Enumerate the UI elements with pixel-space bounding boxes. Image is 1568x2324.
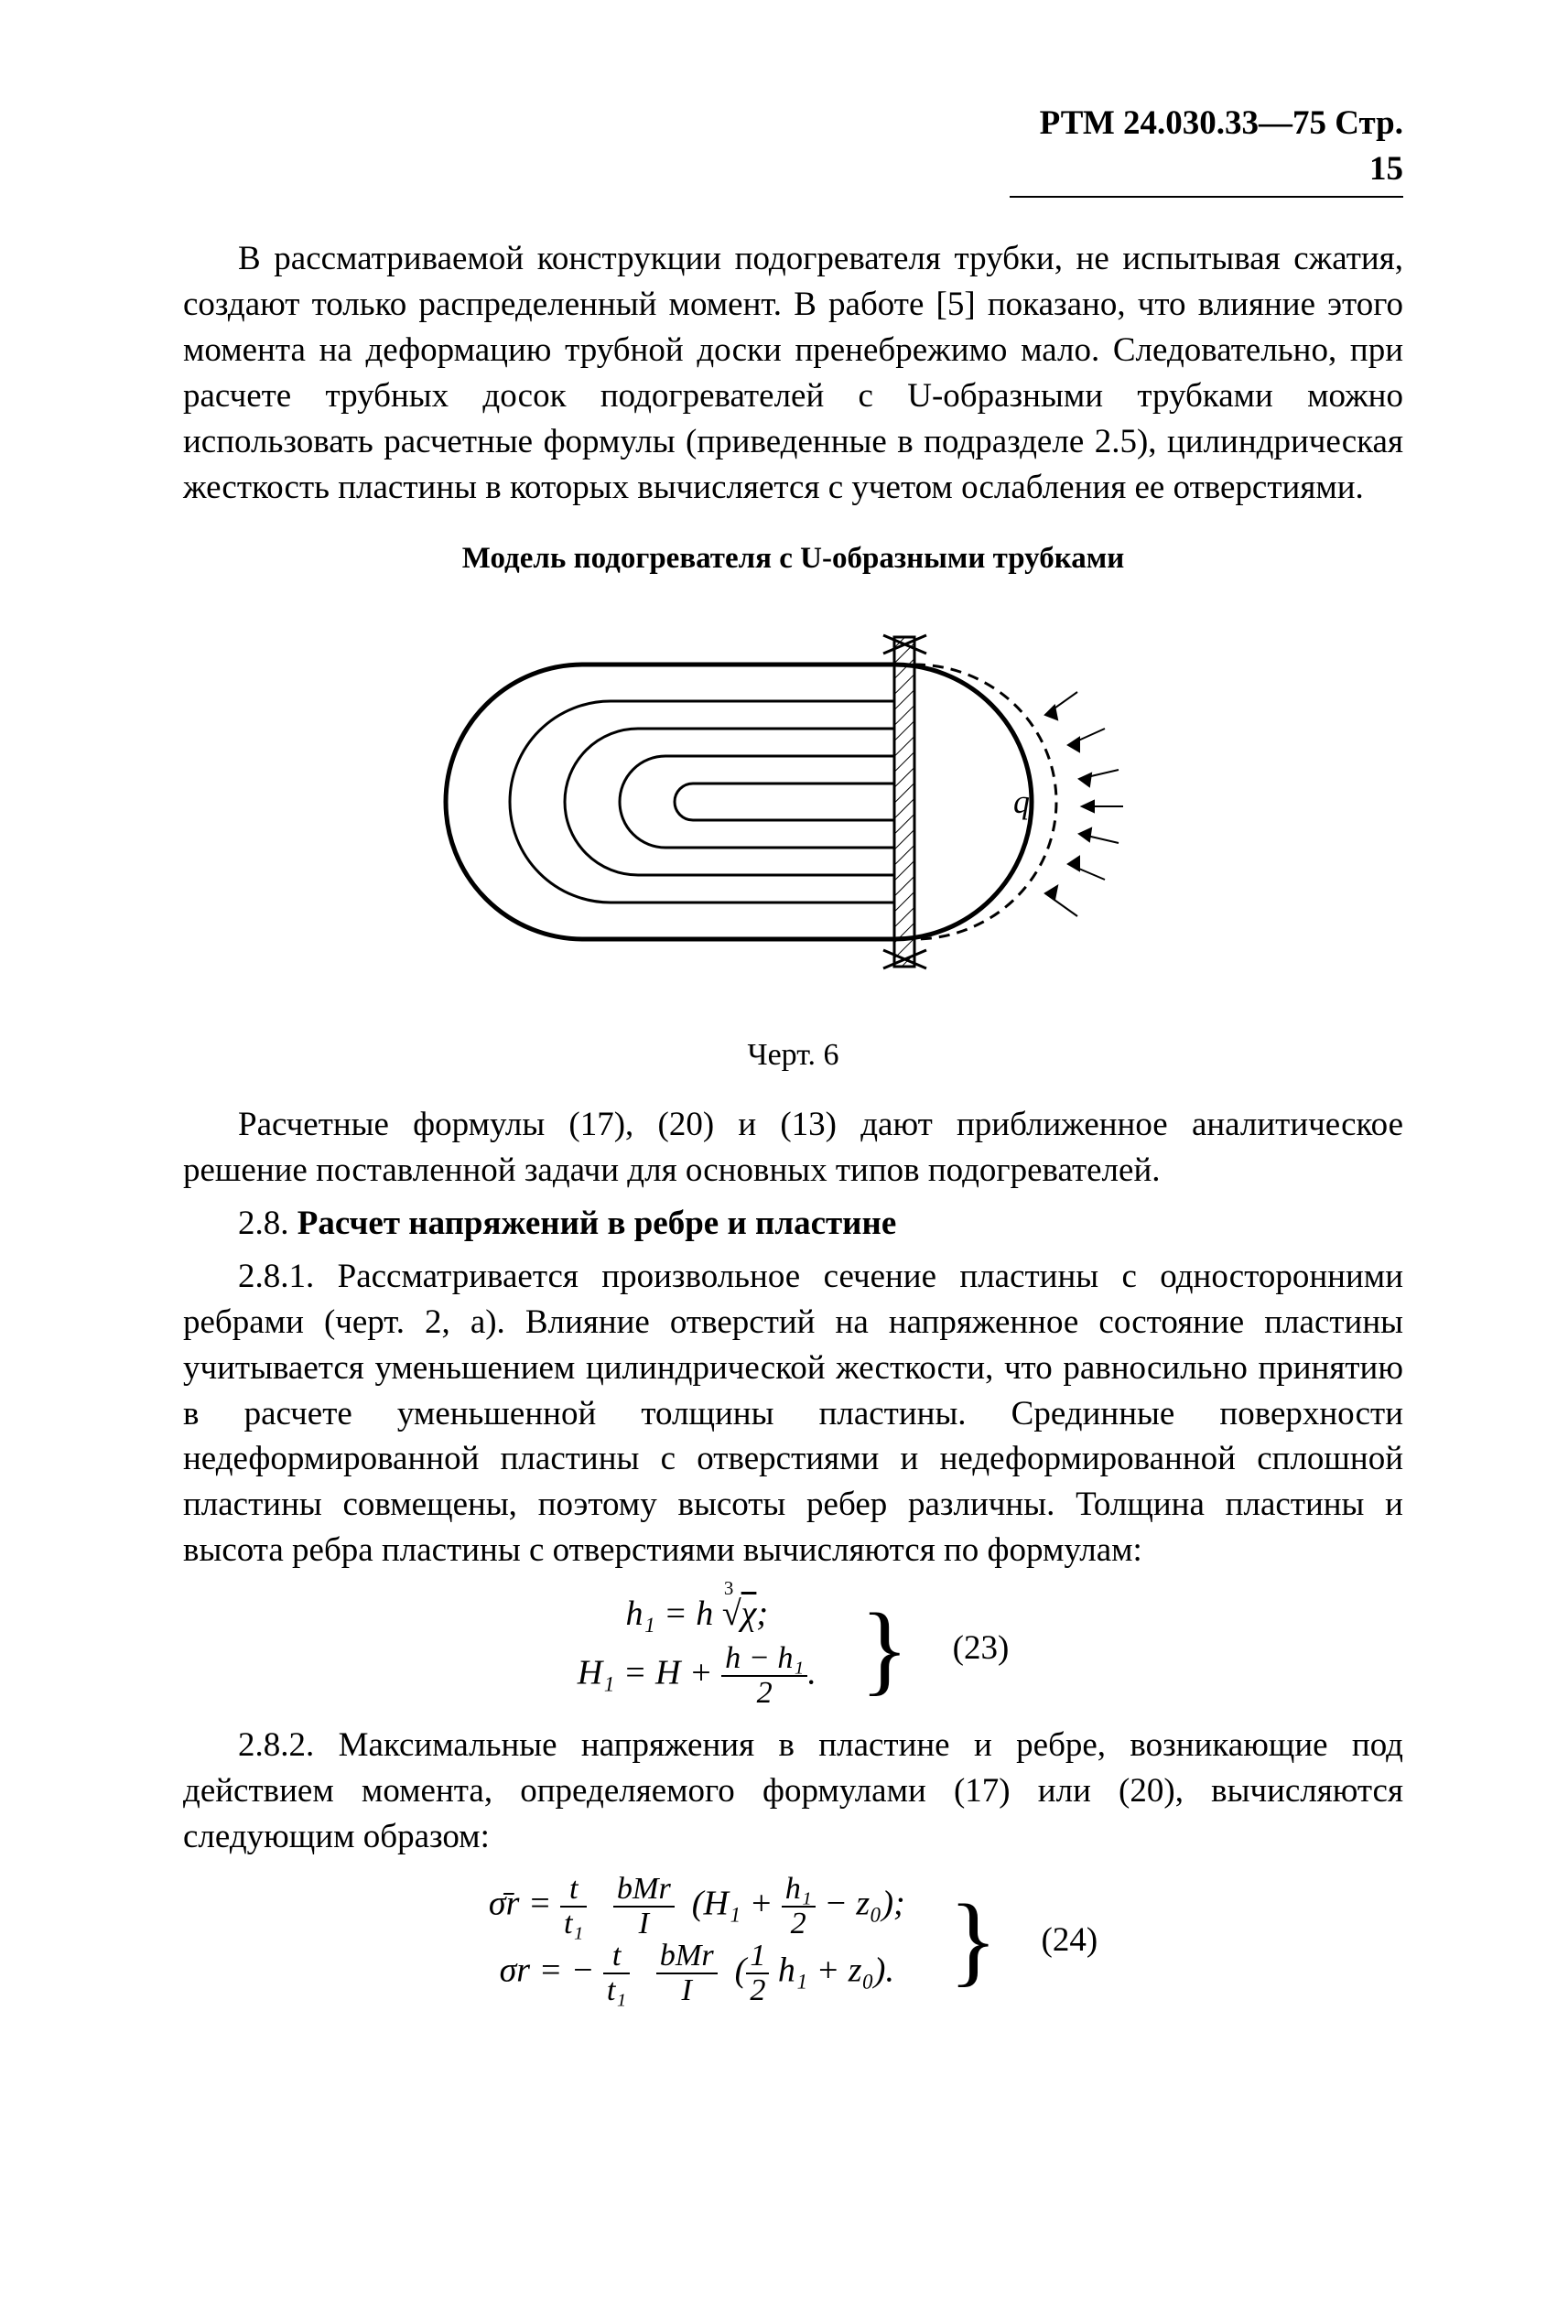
eq23-line1-lhs: h₁ = h (625, 1594, 721, 1633)
eq23-number: (23) (953, 1626, 1010, 1671)
eq24-l1-pfn: h₁ (782, 1873, 816, 1908)
eq24-l2-f2n: bMr (656, 1940, 718, 1974)
eq24-l2-f1d: t₁ (603, 1974, 630, 2007)
eq24-l1-tail: ; (893, 1884, 905, 1922)
eq23-frac-num: h − h₁ (721, 1642, 807, 1677)
eq24-brace: } (949, 1889, 998, 1990)
eq24-l1-lhs: σ̄r = (489, 1884, 560, 1922)
paragraph-1: В рассматриваемой конструкции подогреват… (183, 236, 1403, 511)
figure-6: q (183, 600, 1403, 1016)
eq24-l2-pfn: 1 (746, 1940, 769, 1974)
equation-24: σ̄r = tt₁ bMrI (H₁ + h₁2 − z₀); σr = − t… (183, 1873, 1403, 2008)
eq24-l1-pt: − z₀ (816, 1884, 882, 1922)
eq23-frac-den: 2 (721, 1677, 807, 1710)
eq23-line2-lhs: H₁ = H + (578, 1654, 721, 1692)
sec-num: 2.8. (238, 1205, 297, 1242)
eq24-l2-tail: . (885, 1951, 894, 1990)
eq24-l2-f1n: t (603, 1940, 630, 1974)
sec-title: Расчет напряжений в ребре и пластине (297, 1205, 897, 1242)
eq24-l2-pfd: 2 (746, 1974, 769, 2007)
paragraph-2-8-2: 2.8.2. Максимальные напряжения в пластин… (183, 1723, 1403, 1860)
eq23-root-of: χ (741, 1594, 757, 1633)
eq24-number: (24) (1042, 1918, 1098, 1963)
page-header: РТМ 24.030.33—75 Стр. 15 (1010, 101, 1403, 198)
eq24-l2-f2d: I (656, 1974, 718, 2007)
eq24-l1-f1n: t (560, 1873, 587, 1908)
paragraph-2-8-1: 2.8.1. Рассматривается произвольное сече… (183, 1254, 1403, 1574)
eq23-brace: } (860, 1598, 909, 1699)
figure-caption: Черт. 6 (183, 1034, 1403, 1076)
eq23-line1-tail: ; (756, 1594, 768, 1633)
eq24-l1-pfd: 2 (782, 1908, 816, 1940)
pressure-label: q (1013, 784, 1030, 820)
eq24-l1-pa: H₁ + (703, 1884, 781, 1922)
eq24-l1-f2d: I (613, 1908, 675, 1940)
figure-title: Модель подогревателя с U-образными трубк… (183, 538, 1403, 579)
eq23-line2-tail: . (807, 1654, 816, 1692)
eq24-l1-f2n: bMr (613, 1873, 675, 1908)
eq24-l2-lhs: σr = − (500, 1951, 603, 1990)
equation-23: h₁ = h 3√χ; H₁ = H + h − h₁2. } (23) (183, 1586, 1403, 1710)
eq24-l2-pm: h₁ + z₀ (769, 1951, 873, 1990)
eq23-root-idx: 3 (724, 1573, 733, 1604)
eq24-l1-f1d: t₁ (560, 1908, 587, 1940)
paragraph-2: Расчетные формулы (17), (20) и (13) дают… (183, 1102, 1403, 1194)
section-2-8: 2.8. Расчет напряжений в ребре и пластин… (183, 1201, 1403, 1247)
